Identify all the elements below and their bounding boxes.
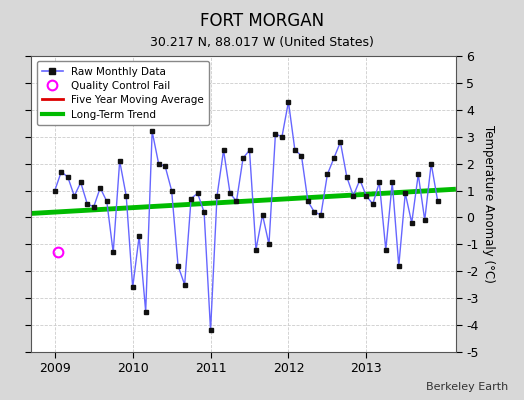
Text: FORT MORGAN: FORT MORGAN: [200, 12, 324, 30]
Text: 30.217 N, 88.017 W (United States): 30.217 N, 88.017 W (United States): [150, 36, 374, 49]
Text: Berkeley Earth: Berkeley Earth: [426, 382, 508, 392]
Y-axis label: Temperature Anomaly (°C): Temperature Anomaly (°C): [483, 125, 496, 283]
Legend: Raw Monthly Data, Quality Control Fail, Five Year Moving Average, Long-Term Tren: Raw Monthly Data, Quality Control Fail, …: [37, 61, 209, 125]
